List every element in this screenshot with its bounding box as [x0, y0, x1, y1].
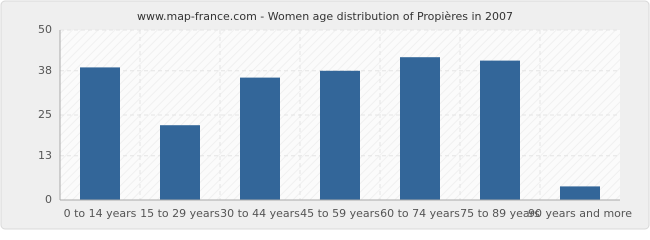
- bar: [480, 60, 520, 200]
- x-tick-label: 0 to 14 years: [64, 207, 137, 220]
- bar: [240, 77, 280, 200]
- bar: [560, 186, 600, 200]
- chart: www.map-france.com - Women age distribut…: [0, 0, 650, 230]
- x-tick-label: 90 years and more: [528, 207, 632, 220]
- bar: [160, 125, 200, 200]
- bar: [320, 70, 360, 200]
- x-tick-label: 75 to 89 years: [460, 207, 540, 220]
- y-tick-label: 0: [45, 193, 52, 206]
- x-tick-label: 15 to 29 years: [140, 207, 220, 220]
- bar: [80, 67, 120, 201]
- x-tick-label: 45 to 59 years: [300, 207, 380, 220]
- y-tick-label: 13: [38, 149, 52, 162]
- x-tick-label: 30 to 44 years: [220, 207, 300, 220]
- x-tick-label: 60 to 74 years: [380, 207, 460, 220]
- chart-title: www.map-france.com - Women age distribut…: [137, 10, 513, 23]
- y-tick-label: 38: [38, 64, 52, 77]
- y-tick-label: 25: [38, 108, 52, 121]
- y-tick-label: 50: [38, 23, 52, 36]
- bar: [400, 57, 440, 201]
